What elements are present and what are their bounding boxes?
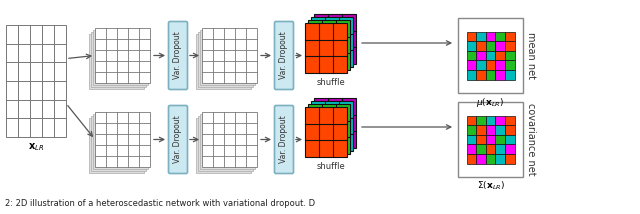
Bar	[305, 23, 347, 73]
Bar	[311, 17, 353, 67]
Bar	[505, 51, 515, 60]
Bar	[505, 125, 515, 135]
Text: shuffle: shuffle	[317, 78, 346, 87]
Bar	[486, 125, 495, 135]
Bar	[495, 41, 505, 51]
Bar	[467, 154, 476, 163]
Bar	[311, 101, 353, 151]
Bar	[495, 31, 505, 41]
Text: 2: 2D illustration of a heteroscedastic network with variational dropout. D: 2: 2D illustration of a heteroscedastic …	[5, 199, 315, 208]
Bar	[198, 32, 253, 87]
Bar	[467, 70, 476, 79]
Bar	[467, 135, 476, 144]
Bar	[495, 60, 505, 70]
Bar	[505, 135, 515, 144]
Bar	[467, 60, 476, 70]
FancyBboxPatch shape	[275, 106, 294, 174]
Bar	[305, 107, 347, 157]
Bar	[486, 41, 495, 51]
Bar	[486, 70, 495, 79]
Bar	[308, 20, 350, 70]
Text: $\mu(\mathbf{x}_{LR})$: $\mu(\mathbf{x}_{LR})$	[476, 96, 504, 109]
Text: $\Sigma(\mathbf{x}_{LR})$: $\Sigma(\mathbf{x}_{LR})$	[477, 180, 504, 193]
Bar	[458, 102, 523, 177]
Text: Var. Dropout: Var. Dropout	[280, 116, 289, 163]
Bar	[486, 51, 495, 60]
Bar	[476, 125, 486, 135]
Bar	[495, 125, 505, 135]
Bar	[200, 114, 255, 169]
Bar	[476, 41, 486, 51]
FancyBboxPatch shape	[168, 106, 188, 174]
FancyBboxPatch shape	[275, 21, 294, 89]
Bar	[196, 118, 251, 173]
Bar	[486, 116, 495, 125]
Text: Var. Dropout: Var. Dropout	[173, 32, 182, 79]
Bar	[196, 34, 251, 89]
Bar	[93, 114, 148, 169]
Bar	[467, 125, 476, 135]
Bar	[198, 116, 253, 171]
Bar	[202, 28, 257, 83]
Bar	[476, 51, 486, 60]
Bar	[476, 154, 486, 163]
Bar	[467, 116, 476, 125]
Text: mean net: mean net	[526, 32, 536, 79]
Bar	[476, 60, 486, 70]
Bar	[458, 18, 523, 93]
Bar	[95, 28, 150, 83]
Bar	[495, 144, 505, 154]
Bar	[495, 70, 505, 79]
Text: covariance net: covariance net	[526, 103, 536, 176]
Bar	[6, 25, 66, 137]
Text: Var. Dropout: Var. Dropout	[280, 32, 289, 79]
Bar	[505, 144, 515, 154]
Bar	[476, 31, 486, 41]
Text: shuffle: shuffle	[317, 162, 346, 171]
Bar	[495, 116, 505, 125]
Text: Var. Dropout: Var. Dropout	[173, 116, 182, 163]
Bar	[495, 135, 505, 144]
Bar	[486, 154, 495, 163]
Bar	[505, 70, 515, 79]
Bar	[93, 30, 148, 85]
Bar	[476, 144, 486, 154]
Bar	[467, 144, 476, 154]
Bar	[89, 34, 144, 89]
Bar	[476, 70, 486, 79]
Bar	[505, 41, 515, 51]
Bar	[495, 51, 505, 60]
Bar	[91, 116, 146, 171]
Bar	[495, 154, 505, 163]
Bar	[314, 14, 356, 64]
Bar	[202, 112, 257, 167]
Bar	[89, 118, 144, 173]
Bar	[476, 135, 486, 144]
Bar	[486, 144, 495, 154]
Bar	[95, 112, 150, 167]
Bar	[505, 60, 515, 70]
Bar	[467, 51, 476, 60]
Bar	[505, 154, 515, 163]
Bar	[308, 104, 350, 154]
Bar	[467, 31, 476, 41]
Bar	[467, 41, 476, 51]
Bar	[476, 116, 486, 125]
Bar	[505, 31, 515, 41]
FancyBboxPatch shape	[168, 21, 188, 89]
Bar	[200, 30, 255, 85]
Bar	[314, 98, 356, 148]
Bar	[91, 32, 146, 87]
Bar	[486, 135, 495, 144]
Bar	[486, 60, 495, 70]
Text: $\mathbf{x}_{LR}$: $\mathbf{x}_{LR}$	[28, 141, 44, 153]
Bar	[505, 116, 515, 125]
Bar	[486, 31, 495, 41]
